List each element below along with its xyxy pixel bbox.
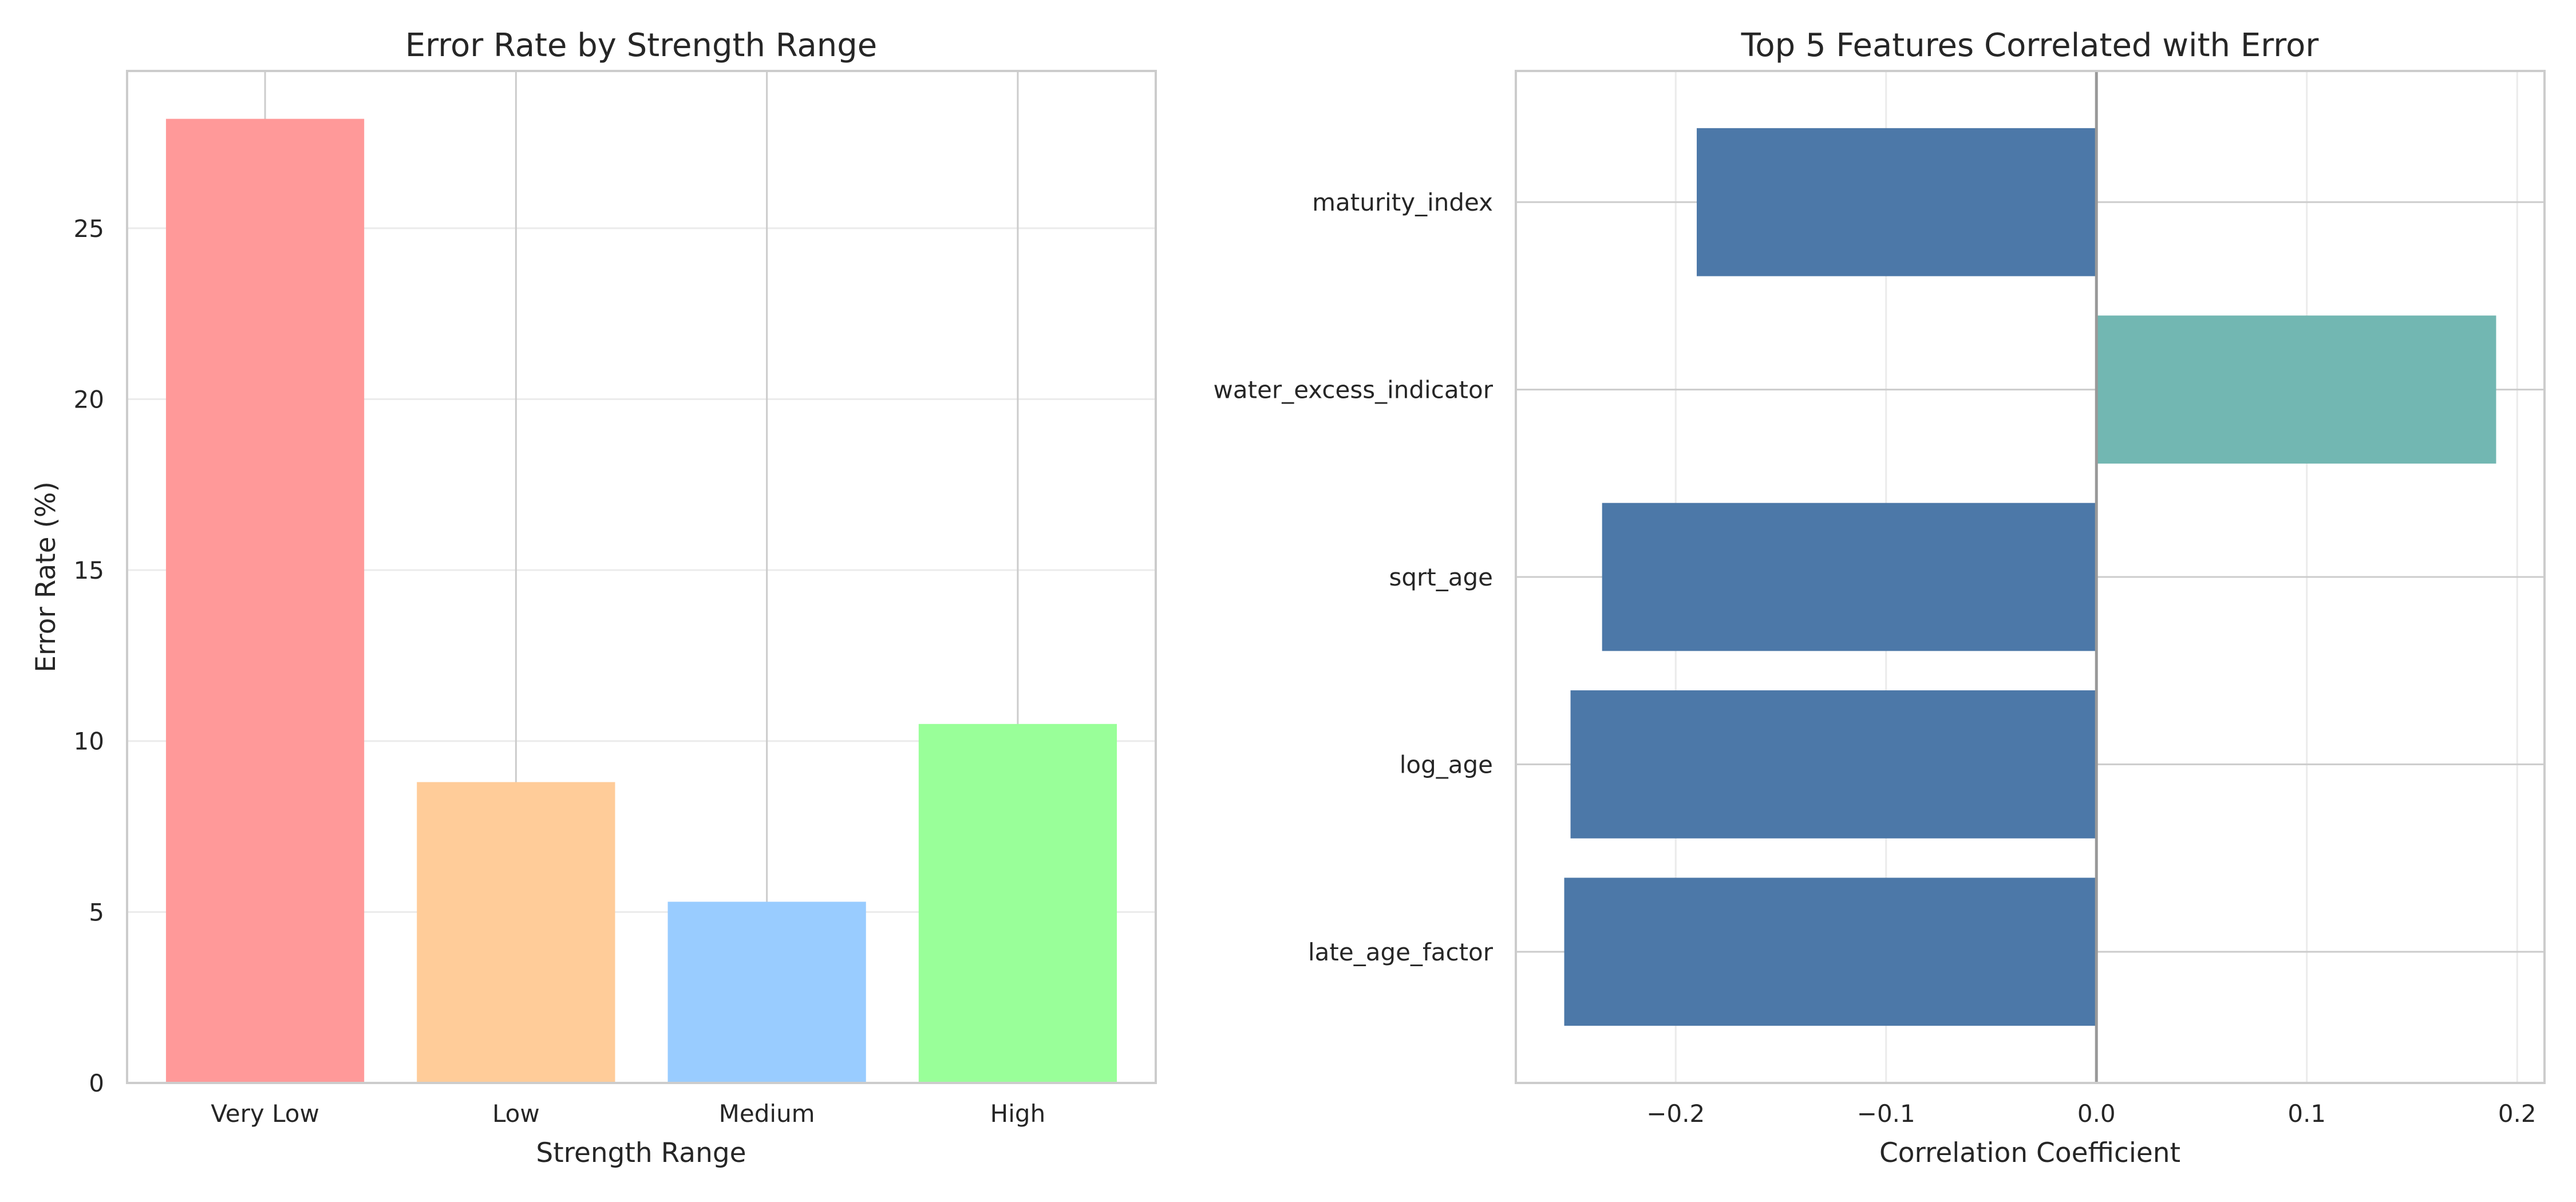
bar-maturity-index	[1697, 128, 2097, 276]
y-tick-label: 25	[74, 215, 104, 243]
y-tick-label: maturity_index	[1312, 188, 1493, 216]
bar-water-excess-indicator	[2096, 315, 2496, 464]
bars	[165, 118, 1117, 1084]
plot-frame	[1515, 70, 2546, 1084]
y-tick-label: 5	[89, 898, 104, 926]
y-tick-labels: late_age_factor log_age sqrt_age water_exce…	[1214, 188, 1494, 966]
x-tick-labels: −0.2 −0.1 0.0 0.1 0.2	[1646, 1100, 2536, 1128]
y-tick-label: 10	[74, 727, 104, 756]
plot-frame	[126, 70, 1157, 1084]
x-tick-label: 0.2	[2498, 1100, 2537, 1128]
y-tick-label: 15	[74, 556, 104, 584]
bar-low	[417, 782, 615, 1083]
x-tick-label: Medium	[719, 1100, 815, 1128]
x-tick-label: −0.2	[1646, 1100, 1705, 1128]
x-tick-label: −0.1	[1857, 1100, 1915, 1128]
y-tick-label: sqrt_age	[1389, 563, 1493, 591]
x-axis-label: Strength Range	[536, 1137, 746, 1169]
x-tick-label: High	[990, 1100, 1046, 1128]
x-tick-label: Low	[492, 1100, 540, 1128]
x-tick-label: 0.0	[2077, 1100, 2116, 1128]
chart-title: Error Rate by Strength Range	[405, 27, 878, 64]
error-rate-chart: 0 5 10 15 20 25 Very Low Low Medium High Error R…	[30, 27, 1157, 1169]
x-tick-label: 0.1	[2287, 1100, 2326, 1128]
bar-high	[918, 723, 1117, 1083]
y-tick-label: late_age_factor	[1308, 938, 1494, 966]
chart-title: Top 5 Features Correlated with Error	[1741, 27, 2320, 64]
y-tick-label: log_age	[1400, 750, 1493, 778]
bar-sqrt-age	[1602, 503, 2097, 651]
x-axis-label: Correlation Coefficient	[1879, 1137, 2180, 1169]
y-tick-label: 0	[89, 1069, 104, 1097]
y-tick-label: 20	[74, 385, 104, 413]
bar-log-age	[1570, 690, 2097, 839]
x-tick-label: Very Low	[211, 1100, 319, 1128]
y-axis-label: Error Rate (%)	[30, 481, 62, 673]
bars	[1564, 128, 2496, 1026]
x-tick-labels: Very Low Low Medium High	[211, 1100, 1045, 1128]
bar-late-age-factor	[1564, 877, 2097, 1026]
feature-correlation-chart: late_age_factor log_age sqrt_age water_exce…	[1214, 27, 2546, 1169]
y-tick-labels: 0 5 10 15 20 25	[74, 215, 104, 1097]
y-tick-label: water_excess_indicator	[1214, 376, 1494, 404]
bar-very-low	[165, 118, 365, 1084]
bar-medium	[667, 902, 866, 1083]
